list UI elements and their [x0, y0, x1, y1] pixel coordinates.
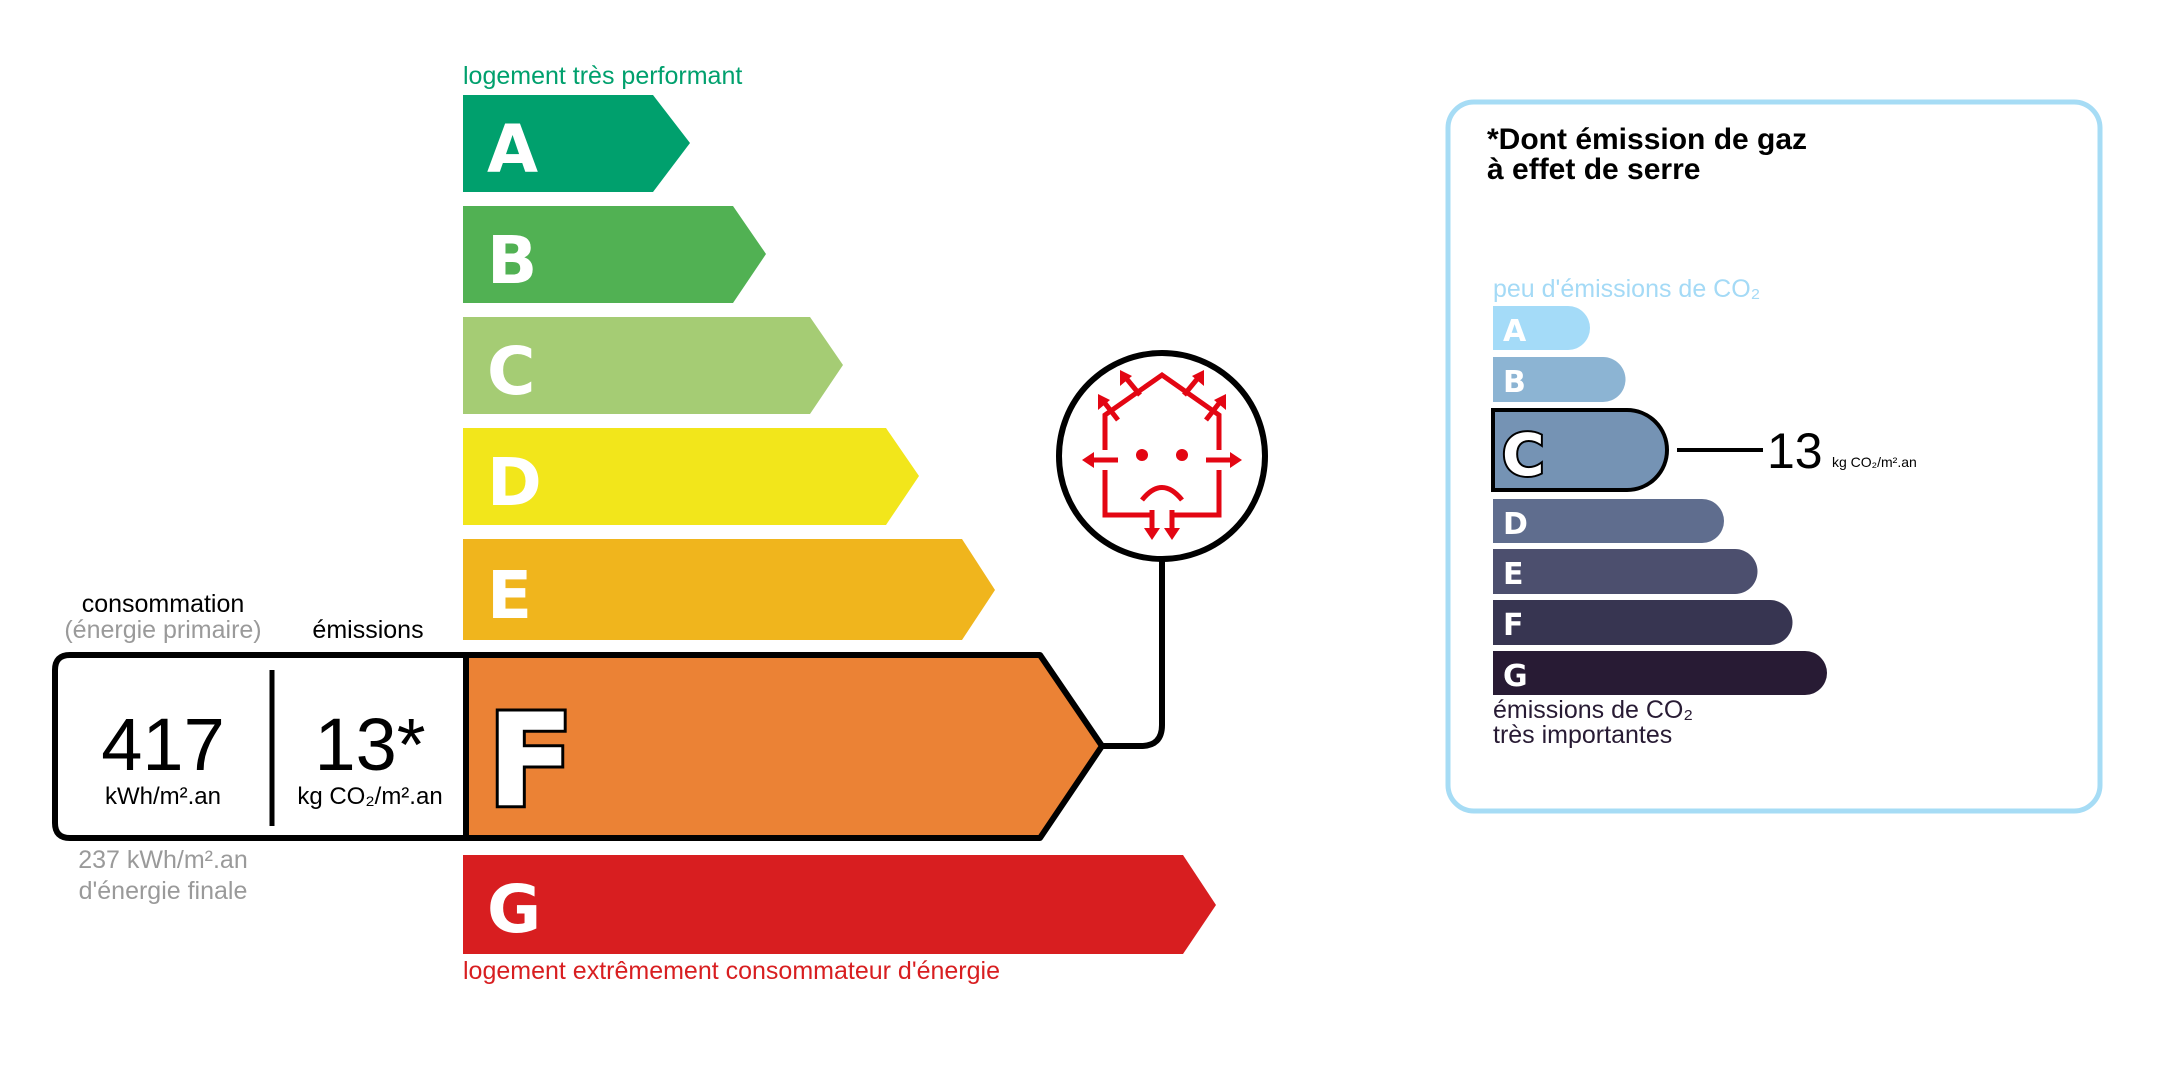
ghg-class-d: D: [1493, 499, 1724, 543]
ghg-class-f: F: [1493, 600, 1793, 645]
ghg-class-c-bar: [1491, 408, 1669, 492]
ghg-title-line2: à effet de serre: [1487, 153, 1700, 186]
bottom-caption: logement extrêmement consommateur d'éner…: [463, 957, 1000, 985]
class-b-arrow: [463, 206, 766, 303]
consumption-unit: kWh/m².an: [105, 783, 221, 810]
top-caption: logement très performant: [463, 62, 742, 90]
class-e-letter: E: [487, 557, 532, 634]
consumption-label: consommation: [82, 590, 245, 618]
ghg-class-b: B: [1493, 357, 1626, 402]
ghg-class-g-bar: [1493, 651, 1827, 695]
final-energy-value: 237 kWh/m².an: [78, 846, 248, 874]
energy-class-a: A: [463, 95, 690, 192]
energy-class-b: B: [463, 206, 766, 303]
final-energy-label: d'énergie finale: [79, 877, 248, 905]
class-c-arrow: [463, 317, 843, 414]
consumption-sub-label: (énergie primaire): [64, 616, 261, 644]
class-a-letter: A: [487, 111, 538, 188]
ghg-class-g-letter: G: [1503, 659, 1528, 694]
ghg-value: 13: [1767, 423, 1823, 479]
ghg-class-d-bar: [1493, 499, 1724, 543]
ghg-class-f-bar: [1493, 600, 1793, 645]
emissions-value: 13*: [314, 703, 425, 786]
badge-connector: [1102, 560, 1165, 749]
ghg-class-b-letter: B: [1503, 365, 1526, 400]
class-g-letter: G: [487, 871, 541, 948]
ghg-class-e-bar: [1493, 549, 1758, 594]
emissions-unit: kg CO₂/m².an: [297, 783, 442, 810]
value-box: [52, 652, 469, 841]
ghg-unit: kg CO₂/m².an: [1832, 454, 1917, 470]
ghg-class-e-letter: E: [1503, 557, 1524, 592]
class-d-arrow: [463, 428, 919, 525]
emissions-label: émissions: [312, 616, 423, 644]
ghg-class-c-letter: C: [1502, 421, 1545, 489]
ghg-class-a-letter: A: [1503, 314, 1527, 349]
ghg-bottom-caption-line1: émissions de CO₂: [1493, 696, 1693, 724]
class-a-arrow: [463, 95, 690, 192]
ghg-bottom-caption-line2: très importantes: [1493, 721, 1672, 749]
ghg-class-f-letter: F: [1503, 608, 1524, 643]
ghg-class-g: G: [1493, 651, 1827, 695]
class-d-letter: D: [487, 444, 542, 521]
class-c-letter: C: [487, 333, 535, 410]
class-g-arrow: [463, 855, 1216, 954]
ghg-class-b-bar: [1493, 357, 1626, 402]
class-f-letter: F: [487, 687, 574, 836]
class-b-letter: B: [487, 222, 537, 299]
ghg-class-a: A: [1493, 306, 1590, 350]
energy-class-e: E: [463, 539, 995, 640]
ghg-class-c-current: C 13 kg CO₂/m².an: [1491, 408, 1917, 492]
energy-class-g: G: [463, 855, 1216, 954]
consumption-value: 417: [101, 703, 224, 786]
ghg-title-line1: *Dont émission de gaz: [1487, 123, 1807, 156]
energy-class-f-current: F 417 kWh/m².an 13* kg CO₂/m².an: [52, 652, 1105, 841]
class-f-arrow: [463, 652, 1105, 841]
ghg-class-e: E: [1493, 549, 1758, 594]
ghg-class-a-bar: [1493, 306, 1590, 350]
energy-class-d: D: [463, 428, 919, 525]
sad-house-heat-loss-icon: [1056, 350, 1268, 562]
ghg-top-caption: peu d'émissions de CO₂: [1493, 275, 1760, 303]
energy-class-c: C: [463, 317, 843, 414]
class-e-arrow: [463, 539, 995, 640]
ghg-class-d-letter: D: [1503, 507, 1528, 542]
